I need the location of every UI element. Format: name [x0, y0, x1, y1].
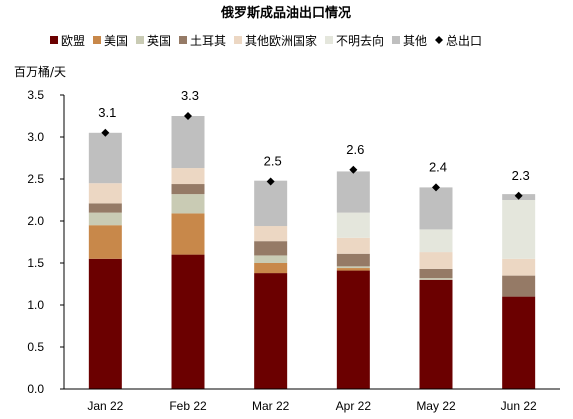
bar-segment — [336, 171, 370, 213]
bar-segment — [419, 252, 453, 269]
legend-swatch-5 — [325, 36, 333, 44]
legend-marker-total — [435, 36, 443, 44]
bar-segment — [254, 273, 288, 389]
total-label: 2.6 — [346, 142, 364, 157]
total-marker — [184, 112, 192, 120]
bar-segment — [88, 132, 122, 184]
bar-stacks — [88, 116, 536, 389]
legend-swatch-1 — [93, 36, 101, 44]
chart-title: 俄罗斯成品油出口情况 — [220, 5, 351, 21]
y-axis: 0.0 0.5 1.0 1.5 2.0 2.5 3.0 3.5 — [27, 88, 65, 396]
bar-segment — [171, 194, 205, 214]
bar-segment — [171, 116, 205, 169]
bar-segment — [88, 258, 122, 389]
total-markers: 3.1 3.3 2.5 2.6 2.4 2.3 — [98, 88, 530, 200]
x-tick-label: Jun 22 — [501, 399, 537, 413]
legend-swatch-3 — [179, 36, 187, 44]
bar-segment — [336, 253, 370, 267]
legend-label-5: 不明去向 — [336, 33, 384, 48]
bar-segment — [254, 255, 288, 263]
bar-segment — [254, 241, 288, 256]
legend-swatch-6 — [392, 36, 400, 44]
legend-label-2: 英国 — [147, 34, 171, 48]
y-tick-label: 1.5 — [27, 256, 44, 270]
bar-segment — [88, 183, 122, 204]
legend-label-0: 欧盟 — [61, 34, 85, 48]
x-tick-label: Jan 22 — [87, 399, 123, 413]
y-tick-label: 2.5 — [27, 172, 44, 186]
bar-segment — [171, 254, 205, 389]
bar-segment — [171, 213, 205, 255]
legend-swatch-2 — [136, 36, 144, 44]
bar-segment — [502, 258, 536, 276]
x-tick-label: May 22 — [416, 399, 456, 413]
y-tick-label: 0.5 — [27, 340, 44, 354]
bar-segment — [336, 237, 370, 254]
total-marker — [432, 183, 440, 192]
bar-segment — [254, 263, 288, 274]
total-label: 3.1 — [98, 105, 116, 120]
total-label: 3.3 — [181, 88, 199, 103]
bar-segment — [419, 268, 453, 279]
total-marker — [349, 165, 358, 174]
y-tick-label: 2.0 — [27, 214, 44, 228]
bar-segment — [419, 278, 453, 280]
bar-segment — [502, 296, 536, 389]
bar-segment — [419, 187, 453, 230]
total-label: 2.3 — [512, 168, 530, 183]
legend-label-3: 土耳其 — [190, 34, 226, 48]
total-marker — [101, 128, 110, 137]
y-tick-label: 3.5 — [27, 88, 44, 102]
bar-segment — [502, 275, 536, 297]
legend-label-6: 其他 — [403, 34, 427, 48]
legend-label-4: 其他欧洲国家 — [245, 33, 317, 48]
bar-segment — [336, 266, 370, 269]
bar-segment — [336, 270, 370, 389]
bar-segment — [502, 200, 536, 259]
y-axis-unit-label: 百万桶/天 — [14, 64, 66, 79]
bar-segment — [254, 180, 288, 227]
legend: 欧盟 美国 英国 土耳其 其他欧洲国家 不明去向 其他 总出口 — [50, 33, 482, 48]
bar-segment — [171, 168, 205, 185]
y-tick-label: 3.0 — [27, 130, 44, 144]
bar-segment — [88, 225, 122, 259]
legend-label-1: 美国 — [104, 34, 128, 48]
x-tick-label: Mar 22 — [252, 399, 290, 413]
x-tick-label: Feb 22 — [169, 399, 207, 413]
x-axis: Jan 22 Feb 22 Mar 22 Apr 22 May 22 Jun 22 — [64, 388, 560, 413]
bar-segment — [336, 268, 370, 271]
legend-swatch-4 — [234, 36, 242, 44]
bar-segment — [336, 212, 370, 238]
legend-label-7: 总出口 — [446, 34, 482, 48]
total-marker — [266, 177, 275, 186]
bar-segment — [88, 203, 122, 213]
total-marker — [514, 191, 523, 200]
bar-segment — [171, 184, 205, 195]
y-tick-label: 0.0 — [27, 382, 44, 396]
bar-segment — [254, 226, 288, 242]
y-tick-label: 1.0 — [27, 298, 44, 312]
x-tick-label: Apr 22 — [336, 399, 372, 413]
bar-segment — [419, 229, 453, 253]
legend-swatch-0 — [50, 36, 58, 44]
bar-segment — [88, 212, 122, 226]
total-label: 2.5 — [264, 154, 282, 169]
total-label: 2.4 — [429, 159, 447, 174]
bar-segment — [419, 279, 453, 389]
